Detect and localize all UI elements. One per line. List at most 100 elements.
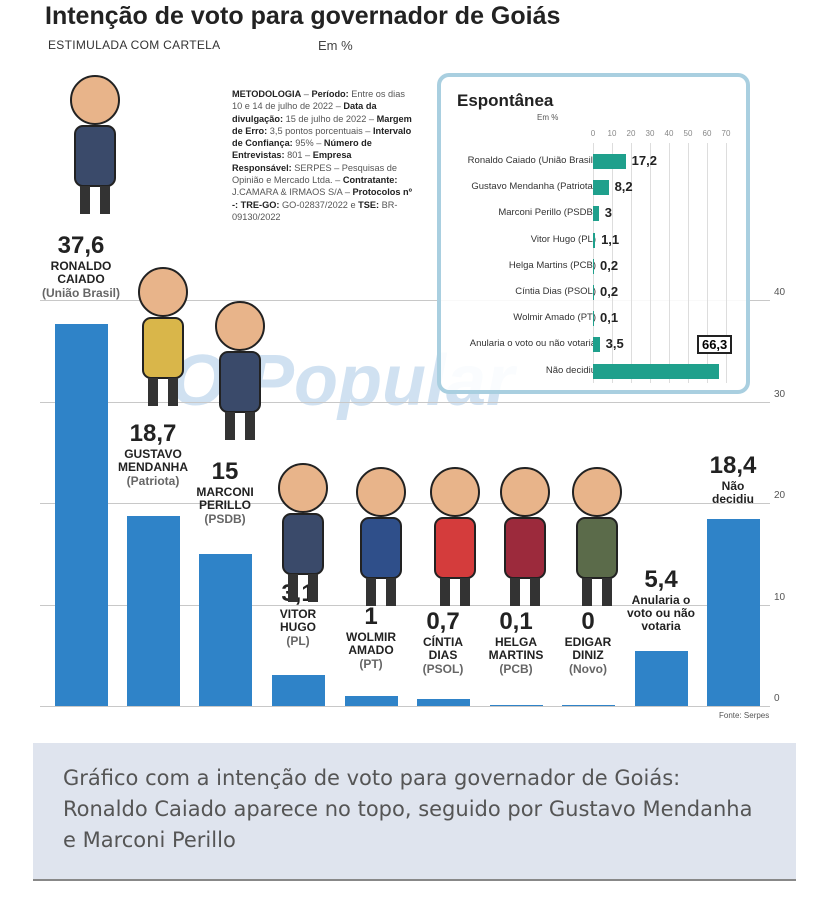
methodology-value: BR-09130/2022 [232,199,398,222]
candidate-name: RONALDO [50,259,112,273]
bar [593,258,594,274]
bar [593,154,626,169]
bar-label: 1 WOLMIR AMADO (PT) [316,603,426,671]
bar-label: 0,1 HELGA MARTINS (PCB) [461,608,571,676]
candidate-name: GUSTAVO [124,447,182,461]
methodology-key: Margem de Erro: [232,113,412,136]
bar [345,695,398,706]
candidate-caricature-icon [278,463,328,602]
methodology-value: GO-02837/2022 e [279,199,359,210]
bar-label: 18,4 Não decidiu [678,452,788,506]
methodology-value: 95% – [292,138,324,149]
methodology-key: TSE: [358,199,380,210]
bar-value-label: 37,6 [57,232,105,259]
bar-value-label: 8,2 [614,179,633,195]
bar [562,705,615,706]
bar [272,674,325,706]
category-label: Vitor Hugo (PL) [530,233,596,245]
candidate-party: (PSOL) [422,662,464,676]
x-tick-label: 50 [683,129,693,138]
gridline [669,143,670,383]
bar-value-label: 17,2 [631,153,657,168]
candidate-name: WOLMIR [346,630,396,644]
methodology-key: Número de Entrevistas: [232,138,372,161]
gridline [40,503,770,504]
bar [55,324,108,706]
candidate-caricature-icon [70,75,120,214]
candidate-caricature-icon [356,467,406,606]
x-tick-label: 10 [607,129,617,138]
y-tick-label: 40 [774,287,786,298]
y-tick-label: 0 [774,693,780,704]
unit-label: Em % [318,38,353,53]
gridline [40,401,770,403]
gridline [707,143,708,383]
candidate-caricature-icon [572,467,622,606]
candidate-name: HUGO [280,620,316,634]
bar [593,206,599,222]
methodology-value: J.CAMARA & IRMAOS S/A – [232,187,353,198]
candidate-name: HELGA [495,635,537,649]
methodology-value: – [301,89,312,99]
x-tick-label: 30 [645,129,655,138]
y-tick-label: 10 [774,591,786,603]
bar-value-label: 1,1 [601,231,620,247]
bar-value-label: 0,1 [499,608,533,635]
methodology-key: Protocolos nº -: TRE-GO: [232,187,413,210]
bar-label: 0,7 CÍNTIA DIAS (PSOL) [388,608,498,676]
bar [417,698,470,706]
y-tick-label: 30 [774,388,786,400]
candidate-party: (União Brasil) [41,286,120,300]
candidate-party: (PT) [359,657,383,671]
candidate-caricature-icon [138,267,188,406]
bar-value-label: 0,7 [426,608,460,635]
category-label: Helga Martins (PCB) [508,259,596,271]
methodology-key: Data da divulgação: [232,101,377,124]
bar-label: 0 EDIGAR DINIZ (Novo) [533,608,643,676]
gridline [40,300,770,301]
candidate-caricature-icon [215,301,265,440]
candidate-name: voto ou não [627,606,695,620]
bar [490,704,543,706]
bar-label: 37,6 RONALDO CAIADO (União Brasil) [26,232,136,300]
gridline [40,604,770,606]
candidate-name: CÍNTIA [423,635,463,649]
methodology-text: METODOLOGIA – Período: Entre os dias 10 … [232,88,412,223]
y-tick-label: 20 [774,490,786,501]
gridline [688,143,689,383]
caption-text: Gráfico com a intenção de voto para gove… [63,766,753,852]
x-tick-label: 0 [590,129,596,138]
bar [593,180,609,196]
candidate-name: decidiu [711,492,754,506]
bar-value-label: 1 [364,603,378,630]
bar [707,519,760,706]
spontaneous-chart: Espontânea Em % 0 10 20 30 40 50 60 70 Ronaldo C… [437,73,750,394]
candidate-name: MENDANHA [118,460,188,474]
candidate-party: (PCB) [499,662,533,676]
methodology-key: Empresa Responsável: [232,150,352,173]
category-label: Ronaldo Caiado (União Brasil) [467,155,596,166]
candidate-name: EDIGAR [564,635,612,649]
bar [199,553,252,706]
category-label: Gustavo Mendanha (Patriota) [471,181,596,193]
value-callout: 66,3 [696,334,733,354]
methodology-key: Intervalo de Confiança: [232,125,412,149]
methodology-key: METODOLOGIA [232,89,302,99]
methodology-value: 3,5 pontos porcentuais – [267,125,373,136]
candidate-name: Anularia o [631,593,691,607]
gridline [726,143,727,383]
gridline [40,706,770,707]
candidate-name: CAIADO [57,272,105,286]
bar-value-label: 18,7 [129,420,177,447]
category-label: Wolmir Amado (PT) [513,312,596,324]
methodology-value: Entre os dias 10 e 14 de julho de 2022 – [232,89,405,112]
candidate-name: MARCONI [196,485,254,499]
bar [127,516,180,706]
candidate-party: (PSDB) [204,512,246,526]
x-tick-label: 20 [626,129,636,138]
candidate-party: (Patriota) [126,474,180,488]
gridline [631,143,632,383]
candidate-party: (PL) [286,634,310,648]
methodology-value: SERPES – Pesquisas de Opinião e Mercado … [232,162,397,186]
